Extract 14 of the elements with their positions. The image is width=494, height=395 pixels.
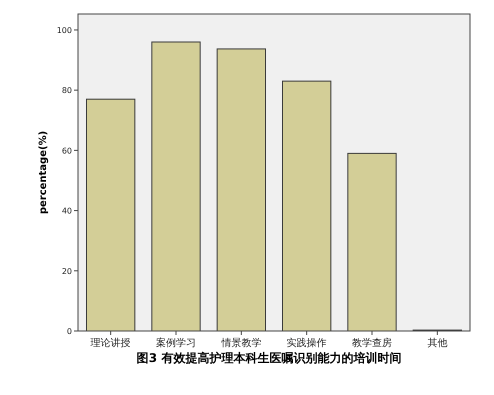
x-tick-label: 理论讲授 bbox=[90, 337, 131, 349]
y-tick-label: 100 bbox=[56, 26, 72, 35]
text: 图3 有效提高护理本科生医嘱识别能力的培训时间 bbox=[136, 351, 402, 365]
y-tick-label: 60 bbox=[62, 146, 72, 156]
y-tick-label: 20 bbox=[62, 266, 72, 276]
y-tick-label: 40 bbox=[62, 206, 72, 216]
y-tick-label: 0 bbox=[66, 327, 72, 336]
y-tick-label: 80 bbox=[62, 86, 72, 96]
x-tick-label: 教学查房 bbox=[352, 337, 392, 349]
x-tick-label: 情景教学 bbox=[220, 337, 262, 349]
y-axis-title: percentage(%) bbox=[38, 130, 49, 214]
x-tick-label: 实践操作 bbox=[286, 337, 327, 349]
x-tick-label: 其他 bbox=[427, 337, 448, 349]
x-tick-label: 案例学习 bbox=[156, 337, 196, 349]
